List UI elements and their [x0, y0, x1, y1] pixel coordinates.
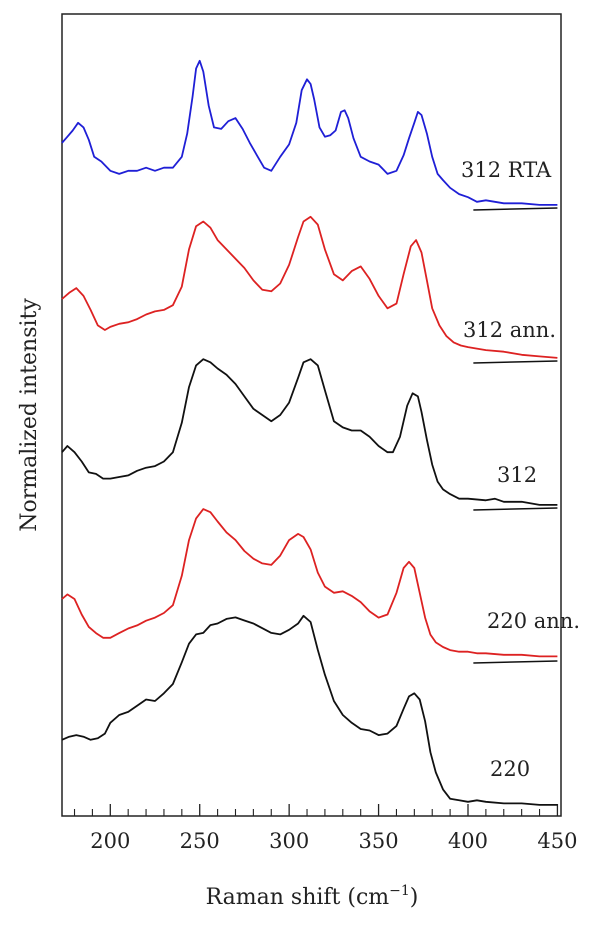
x-axis-title: Raman shift (cm−1): [206, 883, 419, 910]
x-axis-title-close: ): [410, 885, 419, 910]
series-lines: [61, 59, 558, 806]
x-tick-label: 300: [269, 829, 309, 853]
series-line: [61, 215, 558, 359]
series-line: [61, 358, 558, 506]
x-axis-title-main: Raman shift (cm: [206, 885, 390, 910]
x-tick-label: 250: [180, 829, 220, 853]
x-tick-label: 350: [359, 829, 399, 853]
series-baseline: [473, 507, 558, 511]
series-baseline: [473, 360, 558, 364]
x-axis-title-superscript: −1: [389, 883, 410, 899]
series-line: [61, 508, 558, 658]
series-line: [61, 59, 558, 206]
series-labels: 312 RTA 312 ann. 312 220 ann. 220: [461, 158, 580, 781]
series-line: [61, 614, 558, 806]
y-axis-title: Normalized intensity: [17, 298, 42, 532]
x-tick-label: 400: [448, 829, 488, 853]
series-label: 312: [497, 463, 537, 487]
series-baseline: [473, 207, 558, 211]
series-baseline: [473, 660, 558, 664]
series-label: 312 RTA: [461, 158, 552, 182]
series-label: 220 ann.: [487, 609, 580, 633]
series-label: 220: [490, 757, 530, 781]
series-baselines: [473, 207, 558, 664]
x-tick-label: 200: [90, 829, 130, 853]
series-label: 312 ann.: [463, 318, 556, 342]
x-ticks: [73, 804, 559, 816]
x-tick-labels: 200 250 300 350 400 450: [90, 829, 577, 853]
x-tick-label: 450: [537, 829, 577, 853]
plot-frame: [61, 13, 562, 817]
